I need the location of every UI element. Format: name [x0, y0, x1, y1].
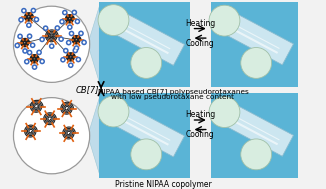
Circle shape [61, 20, 63, 23]
Circle shape [27, 33, 32, 39]
Circle shape [31, 44, 34, 46]
Circle shape [38, 51, 40, 54]
Circle shape [73, 11, 76, 14]
Circle shape [26, 22, 32, 28]
Circle shape [83, 41, 85, 44]
Circle shape [65, 49, 67, 52]
Circle shape [41, 60, 43, 63]
Circle shape [34, 17, 39, 22]
Circle shape [49, 43, 54, 49]
Circle shape [13, 98, 90, 174]
Polygon shape [88, 98, 99, 173]
Circle shape [54, 25, 60, 31]
Circle shape [28, 51, 31, 54]
Circle shape [28, 35, 31, 38]
Circle shape [20, 19, 22, 21]
Polygon shape [108, 101, 185, 157]
Circle shape [41, 38, 43, 41]
Text: Cooling: Cooling [186, 130, 215, 139]
Text: CB[7]: CB[7] [76, 85, 99, 94]
Circle shape [75, 19, 80, 24]
Circle shape [60, 38, 62, 40]
Circle shape [77, 58, 80, 61]
FancyBboxPatch shape [99, 2, 190, 87]
Circle shape [71, 10, 77, 15]
Text: Cooling: Cooling [186, 39, 215, 48]
FancyBboxPatch shape [211, 2, 298, 87]
Circle shape [64, 11, 66, 14]
Circle shape [74, 49, 77, 52]
Circle shape [25, 60, 28, 63]
Circle shape [78, 31, 84, 36]
Circle shape [209, 97, 240, 128]
Circle shape [62, 58, 64, 61]
Text: with low pseudorotaxane content: with low pseudorotaxane content [111, 94, 234, 100]
Circle shape [67, 41, 70, 44]
Circle shape [56, 27, 59, 29]
Circle shape [39, 36, 45, 42]
Circle shape [241, 139, 272, 170]
Circle shape [81, 40, 87, 45]
Circle shape [13, 6, 90, 82]
Circle shape [51, 45, 53, 47]
Circle shape [69, 64, 72, 67]
Circle shape [131, 139, 162, 170]
Circle shape [17, 33, 23, 39]
Circle shape [76, 57, 81, 62]
Circle shape [60, 57, 66, 63]
Circle shape [24, 50, 26, 52]
Circle shape [59, 19, 65, 25]
Circle shape [76, 20, 79, 23]
Circle shape [75, 47, 78, 49]
Circle shape [32, 64, 37, 70]
Circle shape [98, 5, 129, 36]
Circle shape [43, 25, 49, 31]
Circle shape [63, 48, 69, 53]
Circle shape [131, 47, 162, 78]
Text: Pristine NIPAA copolymer: Pristine NIPAA copolymer [115, 180, 212, 189]
Circle shape [70, 32, 73, 35]
Circle shape [24, 59, 30, 64]
Polygon shape [108, 10, 185, 65]
Circle shape [44, 27, 47, 29]
Circle shape [14, 43, 20, 48]
Text: Heating: Heating [185, 110, 215, 119]
Circle shape [62, 10, 68, 15]
Circle shape [22, 48, 28, 54]
Circle shape [32, 9, 35, 12]
Circle shape [16, 44, 19, 47]
Circle shape [36, 50, 42, 55]
Circle shape [27, 50, 32, 55]
Circle shape [241, 47, 272, 78]
Circle shape [67, 24, 73, 30]
Circle shape [30, 42, 36, 48]
Circle shape [80, 32, 82, 35]
Circle shape [74, 45, 79, 51]
Circle shape [98, 96, 129, 127]
Circle shape [21, 8, 27, 14]
Polygon shape [88, 7, 99, 82]
Circle shape [72, 48, 78, 53]
Text: NIPAA based CB[7] polypseudorotaxanes: NIPAA based CB[7] polypseudorotaxanes [97, 89, 248, 95]
Circle shape [69, 31, 74, 36]
Circle shape [58, 36, 64, 42]
Circle shape [68, 26, 71, 28]
Circle shape [31, 8, 36, 13]
Circle shape [39, 59, 45, 64]
FancyBboxPatch shape [99, 93, 190, 178]
Circle shape [18, 17, 24, 23]
Text: Heating: Heating [185, 19, 215, 28]
Circle shape [22, 9, 25, 12]
Polygon shape [219, 102, 293, 156]
Circle shape [27, 24, 30, 26]
Circle shape [68, 62, 74, 68]
FancyBboxPatch shape [211, 93, 298, 178]
Circle shape [33, 66, 36, 68]
Polygon shape [219, 10, 293, 65]
Circle shape [35, 18, 38, 21]
Circle shape [209, 5, 240, 36]
Circle shape [66, 40, 71, 46]
Circle shape [19, 35, 21, 38]
